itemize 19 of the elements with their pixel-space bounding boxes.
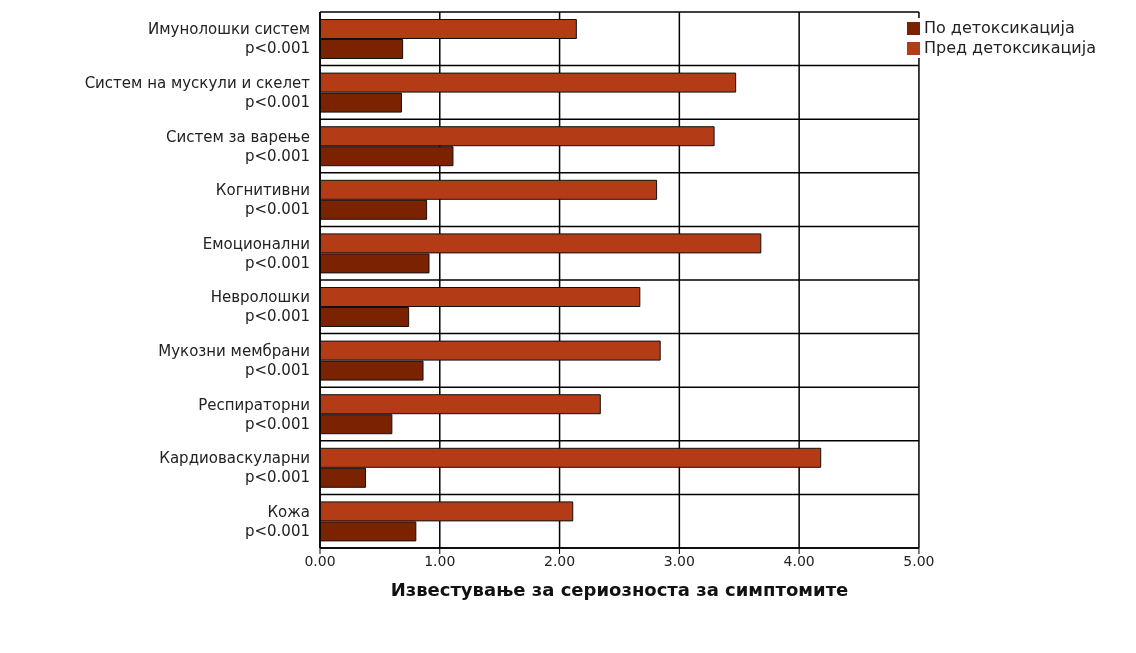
x-axis-title: Известување за сериозноста за симптомите [390,579,849,600]
x-tick-label: 1.00 [424,552,456,569]
x-tick-label: 3.00 [663,552,695,569]
x-tick-label: 5.00 [903,552,935,569]
y-tick-label: Невролошки p<0.001 [210,288,310,326]
y-tick-label: Кожа p<0.001 [244,502,310,540]
y-tick-label: Кардиоваскуларни p<0.001 [159,449,310,487]
y-tick-label: Респираторни p<0.001 [198,395,310,433]
y-tick-label: Систем на мускули и скелет p<0.001 [84,73,311,111]
x-tick-label: 4.00 [783,552,815,569]
legend-label: Пред детоксикација [923,38,1096,57]
legend-label: По детоксикација [923,18,1075,37]
x-tick-label: 2.00 [543,552,576,569]
y-tick-label: Мукозни мембрани p<0.001 [158,341,310,379]
y-tick-label: Когнитивни p<0.001 [215,181,310,219]
x-tick-label: 0.00 [304,552,336,569]
y-tick-label: Систем за варење p<0.001 [166,127,310,165]
y-tick-label: Емоционални p<0.001 [202,234,310,272]
y-tick-label: Имунолошки систем p<0.001 [148,20,310,58]
